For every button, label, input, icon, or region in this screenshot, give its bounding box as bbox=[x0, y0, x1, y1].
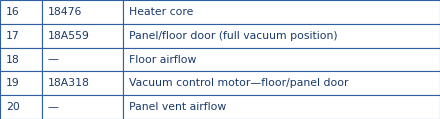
Text: Vacuum control motor—floor/panel door: Vacuum control motor—floor/panel door bbox=[129, 78, 348, 88]
Text: Panel vent airflow: Panel vent airflow bbox=[129, 102, 226, 112]
Bar bbox=[123, 24, 440, 48]
Bar bbox=[42, 95, 123, 119]
Text: Panel/floor door (full vacuum position): Panel/floor door (full vacuum position) bbox=[129, 31, 337, 41]
Bar bbox=[123, 48, 440, 71]
Text: 20: 20 bbox=[6, 102, 20, 112]
Text: 18: 18 bbox=[6, 55, 19, 64]
Bar bbox=[0, 95, 42, 119]
Bar bbox=[123, 95, 440, 119]
Bar bbox=[0, 24, 42, 48]
Text: 18A559: 18A559 bbox=[48, 31, 89, 41]
Bar bbox=[42, 0, 123, 24]
Text: —: — bbox=[48, 102, 59, 112]
Bar bbox=[123, 71, 440, 95]
Bar bbox=[42, 48, 123, 71]
Bar bbox=[0, 71, 42, 95]
Bar bbox=[0, 0, 42, 24]
Bar bbox=[0, 48, 42, 71]
Text: 16: 16 bbox=[6, 7, 19, 17]
Text: Floor airflow: Floor airflow bbox=[129, 55, 196, 64]
Bar bbox=[42, 71, 123, 95]
Text: 19: 19 bbox=[6, 78, 19, 88]
Text: 18A318: 18A318 bbox=[48, 78, 89, 88]
Text: Heater core: Heater core bbox=[129, 7, 193, 17]
Text: 17: 17 bbox=[6, 31, 19, 41]
Text: —: — bbox=[48, 55, 59, 64]
Bar bbox=[123, 0, 440, 24]
Text: 18476: 18476 bbox=[48, 7, 82, 17]
Bar bbox=[42, 24, 123, 48]
